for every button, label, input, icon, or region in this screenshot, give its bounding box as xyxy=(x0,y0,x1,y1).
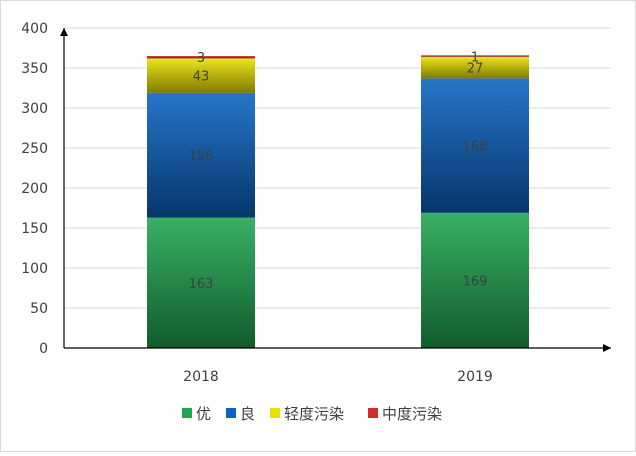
bar-segment xyxy=(421,55,529,57)
y-tick-label: 100 xyxy=(21,261,48,277)
bar-segment xyxy=(147,56,255,59)
bar-segment xyxy=(147,217,255,348)
y-tick-label: 150 xyxy=(21,221,48,237)
data-label: 3 xyxy=(197,51,205,66)
y-tick-label: 50 xyxy=(30,301,48,317)
data-label: 156 xyxy=(189,149,214,164)
legend-label: 优 xyxy=(196,405,211,423)
legend-swatch xyxy=(270,408,280,418)
legend-swatch xyxy=(182,408,192,418)
bar-segment xyxy=(147,92,255,218)
bars xyxy=(147,55,529,348)
segment-labels: 163 156 43 3 169 168 271 xyxy=(189,50,488,291)
y-axis-arrow xyxy=(60,28,68,36)
bar-segment xyxy=(421,212,529,348)
data-label: 1 xyxy=(471,50,479,65)
legend-label: 良 xyxy=(240,405,255,423)
x-tick-label: 2019 xyxy=(457,369,493,385)
legend-label: 轻度污染 xyxy=(284,405,344,423)
data-label: 43 xyxy=(193,70,210,85)
y-tick-label: 200 xyxy=(21,181,48,197)
y-tick-labels: 0 50 100 150 200 250 300 350 400 xyxy=(21,21,48,357)
x-tick-labels: 2018 2019 xyxy=(183,369,493,385)
legend: 优 良 轻度污染 中度污染 xyxy=(182,405,442,423)
x-tick-label: 2018 xyxy=(183,369,219,385)
data-label: 169 xyxy=(463,274,488,289)
data-label: 27 xyxy=(467,62,484,77)
y-tick-label: 250 xyxy=(21,141,48,157)
data-label: 168 xyxy=(463,140,488,155)
legend-label: 中度污染 xyxy=(382,405,442,423)
legend-swatch xyxy=(368,408,378,418)
legend-swatch xyxy=(226,408,236,418)
y-tick-label: 0 xyxy=(39,341,48,357)
bar-segment xyxy=(421,56,529,79)
bar-segment xyxy=(147,58,255,93)
data-label: 163 xyxy=(189,277,214,292)
axes xyxy=(60,28,611,352)
x-axis-arrow xyxy=(603,344,611,352)
y-tick-label: 300 xyxy=(21,101,48,117)
y-tick-label: 350 xyxy=(21,61,48,77)
bar-segment xyxy=(421,78,529,213)
y-tick-label: 400 xyxy=(21,21,48,37)
